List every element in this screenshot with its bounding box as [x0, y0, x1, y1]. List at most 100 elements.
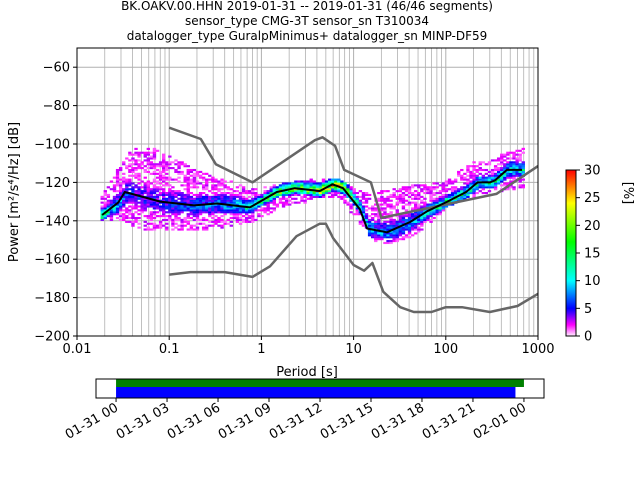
histogram-cell: [134, 192, 138, 195]
histogram-cell: [165, 167, 169, 170]
histogram-cell: [162, 161, 166, 164]
histogram-cell: [217, 197, 221, 200]
histogram-cell: [155, 190, 160, 193]
histogram-cell: [125, 193, 129, 197]
histogram-cell: [226, 209, 230, 212]
histogram-cell: [361, 209, 366, 212]
histogram-cell: [155, 163, 160, 166]
histogram-cell: [346, 195, 350, 198]
histogram-cell: [214, 218, 218, 221]
histogram-cell: [125, 197, 129, 200]
series-lines: [101, 126, 538, 314]
histogram-cell: [278, 199, 283, 202]
histogram-cell: [186, 195, 190, 198]
histogram-cell: [155, 172, 160, 175]
histogram-cell: [208, 211, 212, 214]
histogram-cell: [521, 170, 525, 173]
histogram-cell: [380, 222, 384, 225]
histogram-cell: [180, 172, 184, 175]
histogram-cell: [294, 197, 298, 200]
histogram-cell: [481, 168, 486, 172]
histogram-cell: [429, 203, 433, 206]
histogram-cell: [266, 190, 270, 193]
histogram-cell: [168, 161, 172, 164]
histogram-cell: [134, 176, 138, 179]
histogram-cell: [122, 205, 126, 208]
histogram-cell: [232, 215, 237, 218]
histogram-cell: [288, 182, 292, 185]
histogram-cell: [297, 192, 301, 195]
histogram-cell: [475, 186, 479, 189]
histogram-cell: [131, 216, 135, 220]
histogram-cell: [115, 178, 120, 181]
histogram-cell: [118, 178, 123, 181]
histogram-cell: [174, 190, 178, 193]
histogram-cell: [220, 188, 224, 191]
histogram-cell: [518, 167, 522, 170]
histogram-cell: [100, 195, 104, 198]
histogram-cell: [472, 188, 476, 191]
histogram-cell: [367, 220, 372, 223]
histogram-cell: [407, 218, 412, 221]
histogram-cell: [463, 186, 467, 189]
histogram-cell: [420, 220, 424, 223]
histogram-cell: [162, 159, 166, 162]
histogram-cell: [195, 209, 200, 212]
histogram-cell: [487, 174, 492, 177]
histogram-cell: [223, 222, 227, 225]
histogram-cell: [171, 190, 175, 193]
histogram-cell: [198, 176, 203, 179]
histogram-cell: [211, 205, 215, 208]
histogram-cell: [165, 228, 169, 231]
histogram-cell: [146, 147, 151, 150]
histogram-cell: [518, 170, 522, 173]
histogram-cell: [174, 193, 178, 197]
histogram-cell: [281, 188, 286, 191]
histogram-cell: [171, 193, 175, 197]
histogram-cell: [131, 199, 135, 202]
histogram-cell: [223, 199, 227, 202]
histogram-cell: [125, 184, 129, 187]
histogram-cell: [278, 201, 283, 204]
histogram-cell: [195, 222, 200, 225]
histogram-cell: [272, 195, 277, 198]
histogram-cell: [410, 215, 415, 218]
histogram-cell: [134, 159, 138, 162]
histogram-cell: [183, 199, 187, 202]
histogram-cell: [146, 161, 151, 164]
histogram-cell: [389, 226, 393, 229]
histogram-cell: [460, 186, 464, 189]
histogram-cell: [229, 211, 233, 214]
histogram-cell: [509, 174, 513, 177]
histogram-cell: [509, 180, 513, 183]
histogram-cell: [128, 153, 132, 156]
histogram-cell: [152, 155, 157, 158]
histogram-cell: [109, 211, 114, 214]
histogram-cell: [417, 184, 421, 187]
histogram-cell: [435, 213, 439, 216]
histogram-cell: [189, 228, 194, 231]
histogram-cell: [158, 209, 163, 212]
histogram-cell: [220, 220, 224, 223]
histogram-cell: [420, 195, 424, 198]
histogram-cell: [168, 176, 172, 179]
histogram-cell: [426, 192, 430, 195]
histogram-cell: [423, 197, 427, 200]
histogram-cell: [484, 163, 489, 166]
histogram-cell: [118, 182, 123, 185]
histogram-cell: [309, 182, 313, 185]
histogram-cell: [155, 195, 160, 198]
histogram-cell: [478, 182, 482, 185]
histogram-cell: [435, 203, 439, 206]
histogram-cell: [398, 228, 403, 231]
histogram-cell: [174, 209, 178, 212]
histogram-cell: [472, 192, 476, 195]
histogram-cell: [275, 205, 280, 208]
histogram-cell: [407, 216, 412, 220]
histogram-cell: [131, 201, 135, 204]
histogram-cell: [395, 209, 399, 212]
histogram-cell: [346, 190, 350, 193]
histogram-cell: [192, 197, 197, 200]
histogram-cell: [383, 226, 387, 229]
histogram-cell: [186, 178, 190, 181]
